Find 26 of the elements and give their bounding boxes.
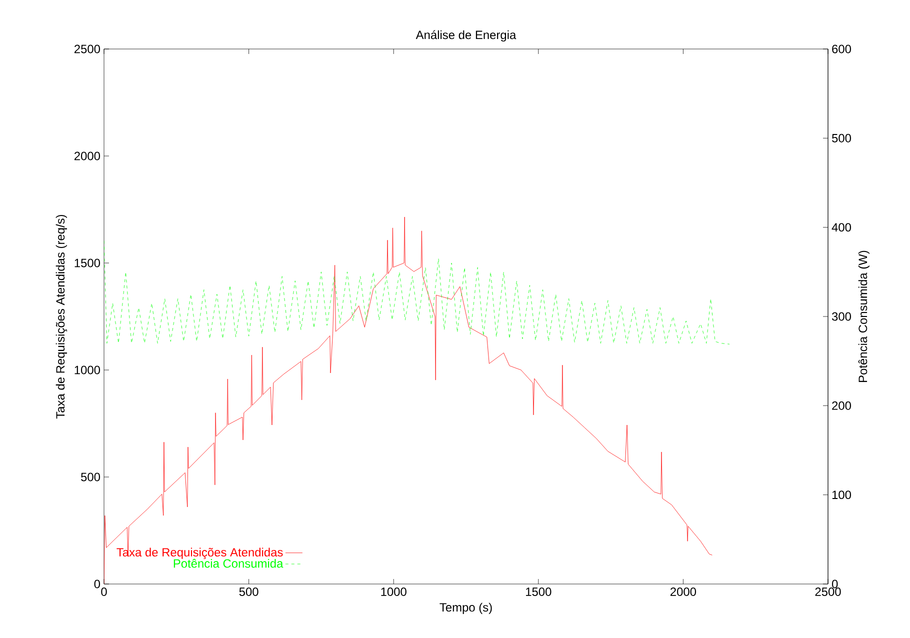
- y-tick-label: 1500: [74, 258, 100, 268]
- y-tick-label: 500: [81, 472, 100, 482]
- y-tick-label: 2500: [74, 44, 100, 54]
- line-series: [104, 216, 712, 584]
- y2-tick-label: 300: [832, 312, 852, 321]
- y2-tick-label: 200: [832, 401, 852, 410]
- y-axis-title: Taxa de Requisições Atendidas (req/s): [56, 214, 68, 419]
- y2-tick-label: 100: [832, 490, 852, 500]
- x-tick-label: 2000: [670, 588, 696, 596]
- y-tick-label: 1000: [74, 366, 100, 374]
- y2-tick-label: 500: [832, 134, 852, 142]
- x-axis-title: Tempo (s): [440, 602, 492, 614]
- x-tick-label: 0: [101, 588, 107, 596]
- x-tick-label: 500: [239, 588, 258, 596]
- x-tick-label: 1500: [526, 588, 552, 596]
- y2-tick-label: 600: [832, 44, 852, 54]
- x-tick-label: 2500: [815, 588, 841, 596]
- y2-tick-label: 0: [832, 580, 838, 588]
- y-tick-label: 2000: [74, 152, 100, 160]
- y2-axis-title: Potência Consumida (W): [858, 250, 870, 382]
- chart-title: Análise de Energia: [416, 30, 516, 42]
- line-series: [104, 240, 730, 344]
- y-tick-label: 0: [94, 580, 100, 588]
- y2-tick-label: 400: [832, 223, 852, 232]
- legend-label: Potência Consumida: [174, 558, 284, 568]
- x-tick-label: 1000: [381, 588, 406, 596]
